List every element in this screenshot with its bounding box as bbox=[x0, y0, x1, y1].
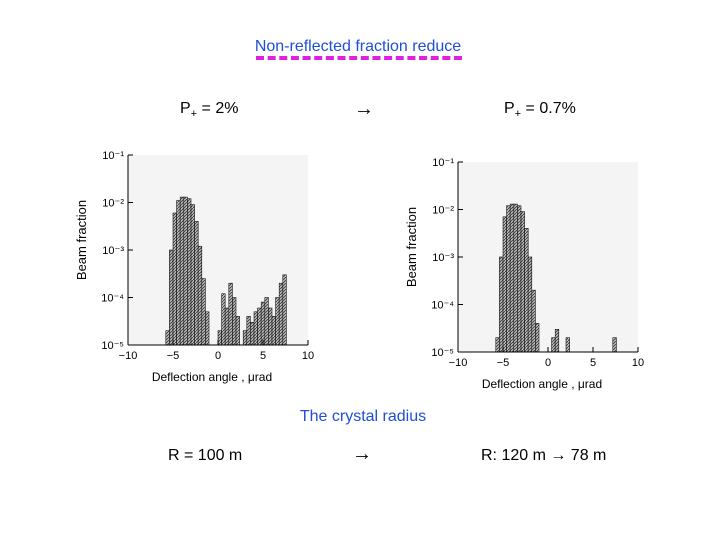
histogram-bar bbox=[228, 282, 233, 346]
title-underline bbox=[256, 56, 462, 60]
plot-area bbox=[458, 162, 638, 352]
y-tick-label: 10⁻⁵ bbox=[101, 340, 124, 352]
histogram-bar bbox=[554, 329, 560, 353]
x-tick-label: −5 bbox=[167, 350, 180, 362]
histogram-bar bbox=[513, 203, 518, 353]
change-arrow: → bbox=[354, 98, 374, 120]
histogram-bar bbox=[221, 293, 226, 346]
y-tick-label: 10⁻² bbox=[102, 198, 124, 210]
histogram-bar bbox=[275, 297, 280, 346]
x-tick-label: 5 bbox=[260, 350, 266, 362]
x-tick-label: −10 bbox=[119, 350, 138, 362]
histogram-bar bbox=[271, 316, 276, 346]
histogram-bar bbox=[242, 330, 248, 346]
histogram-bar bbox=[520, 211, 525, 353]
histogram-bar bbox=[282, 274, 287, 346]
histogram-bar bbox=[194, 221, 199, 346]
histogram-bar bbox=[205, 311, 210, 346]
histogram-bar bbox=[551, 337, 556, 353]
histogram-bar bbox=[495, 337, 500, 353]
histogram-bar bbox=[502, 216, 507, 353]
histogram-bar bbox=[264, 297, 269, 346]
x-tick-label: −10 bbox=[449, 357, 468, 369]
histogram-bar bbox=[246, 316, 251, 346]
histogram-bar bbox=[250, 322, 255, 346]
y-tick-label: 10⁻³ bbox=[432, 252, 454, 264]
x-axis-label: Deflection angle , μrad bbox=[482, 377, 602, 391]
histogram-bar bbox=[531, 289, 536, 353]
histogram-bar bbox=[524, 228, 529, 353]
histogram-bar bbox=[217, 330, 222, 346]
histogram-bar bbox=[197, 245, 203, 346]
histogram-bar bbox=[232, 297, 237, 346]
radius-arrow: → bbox=[352, 443, 372, 465]
histogram-bar bbox=[612, 337, 617, 353]
y-tick-label: 10⁻⁵ bbox=[431, 347, 454, 359]
y-tick-label: 10⁻¹ bbox=[432, 157, 454, 169]
y-axis-label: Beam fraction bbox=[404, 207, 419, 287]
histogram-bar bbox=[527, 256, 533, 353]
histogram-bar bbox=[535, 323, 540, 353]
left-histogram-chart: −10 −5 0 5 10 10⁻⁵ 10⁻⁴ 10⁻³ 10⁻² 10⁻¹ Deflection … bbox=[74, 150, 314, 384]
y-tick-label: 10⁻⁴ bbox=[431, 300, 454, 312]
histogram-bar bbox=[201, 278, 206, 346]
x-tick-label: 0 bbox=[215, 350, 221, 362]
radius-right-label: R: 120 m → 78 m bbox=[481, 447, 607, 464]
histogram-bar bbox=[169, 249, 174, 346]
histogram-bar bbox=[253, 311, 258, 346]
histogram-bar bbox=[187, 198, 192, 346]
histogram-bar bbox=[224, 307, 230, 346]
histogram-bar bbox=[565, 337, 570, 353]
y-tick-label: 10⁻¹ bbox=[102, 150, 124, 162]
x-tick-label: 10 bbox=[632, 357, 644, 369]
histogram-bar bbox=[257, 307, 262, 346]
right-fraction-label: P+ = 0.7% bbox=[504, 100, 576, 121]
histogram-bar bbox=[176, 200, 181, 346]
slide-title: Non-reflected fraction reduce bbox=[254, 38, 462, 55]
histogram-bar bbox=[235, 316, 240, 346]
x-tick-label: 0 bbox=[545, 357, 551, 369]
histogram-bar bbox=[506, 205, 511, 353]
crystal-radius-subtitle: The crystal radius bbox=[299, 408, 427, 425]
x-axis-label: Deflection angle , μrad bbox=[152, 370, 272, 384]
y-tick-label: 10⁻³ bbox=[102, 245, 124, 257]
right-histogram-chart: −10 −5 0 5 10 10⁻⁵ 10⁻⁴ 10⁻³ 10⁻² 10⁻¹ Deflection … bbox=[404, 157, 644, 391]
histogram-bar bbox=[179, 196, 185, 346]
histogram-bar bbox=[278, 282, 284, 346]
x-tick-label: 5 bbox=[590, 357, 596, 369]
histogram-bar bbox=[190, 204, 195, 346]
histogram-bar bbox=[509, 203, 515, 353]
histogram-bar bbox=[517, 205, 522, 353]
x-tick-label: 10 bbox=[302, 350, 314, 362]
radius-left-label: R = 100 m bbox=[168, 447, 243, 464]
left-fraction-label: P+ = 2% bbox=[180, 100, 239, 121]
x-tick-label: −5 bbox=[497, 357, 510, 369]
y-tick-label: 10⁻⁴ bbox=[101, 293, 124, 305]
y-tick-label: 10⁻² bbox=[432, 205, 454, 217]
histogram-bar bbox=[172, 212, 177, 346]
histogram-bar bbox=[260, 301, 266, 346]
y-axis-label: Beam fraction bbox=[74, 200, 89, 280]
histogram-bar bbox=[165, 330, 170, 346]
histogram-bar bbox=[183, 196, 188, 346]
histogram-bar bbox=[499, 256, 504, 353]
histogram-bar bbox=[268, 307, 273, 346]
